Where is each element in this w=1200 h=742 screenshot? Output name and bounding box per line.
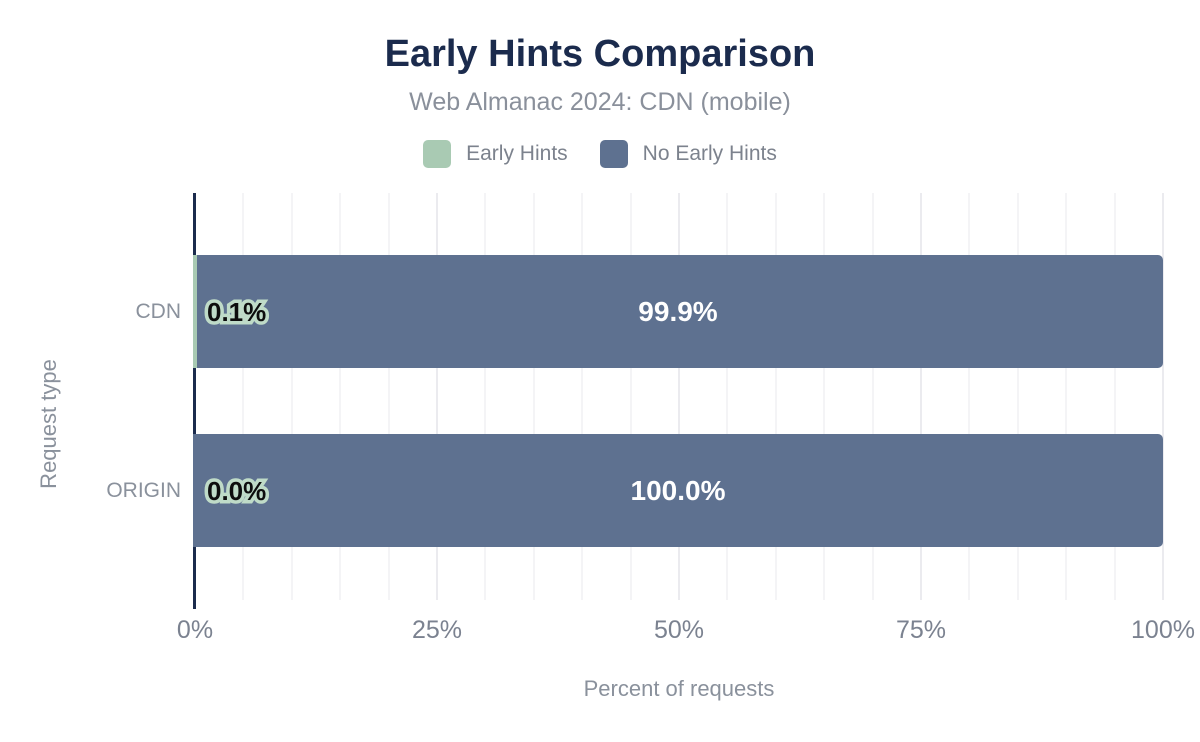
x-axis-ticks: 0% 25% 50% 75% 100% [177,616,1195,646]
gridline-minor [1016,193,1019,600]
gridline-minor [823,193,826,600]
bar-row-origin: 0.0% 0.0% 100.0% ORIGIN [106,434,1163,547]
x-tick-label: 100% [1131,616,1195,644]
gridline-minor [871,193,874,600]
gridline-major [920,193,922,600]
legend-label: Early Hints [466,142,568,165]
gridline-minor [774,193,777,600]
legend-item: Early Hints [423,140,568,168]
legend-item: No Early Hints [599,140,777,168]
chart-subtitle: Web Almanac 2024: CDN (mobile) [409,88,791,116]
gridline-major [678,193,680,600]
legend-swatch [599,140,628,168]
bar-segment-no-early-hints[interactable] [193,434,1163,547]
y-axis-title: Request type [36,359,61,489]
gridline-minor [968,193,971,600]
gridline-minor [726,193,729,600]
bar-value-label-text: 0.0% [207,475,267,506]
x-tick-label: 0% [176,616,214,644]
gridline-minor [581,193,584,600]
gridline-minor [290,193,293,600]
category-label-cdn: CDN [135,299,182,323]
bar-row-cdn: 0.1% 0.1% 99.9% CDN [136,255,1163,368]
gridline-minor [242,193,245,600]
gridline-major [436,193,438,600]
x-tick-label: 50% [653,616,705,644]
gridline-minor [1113,193,1116,600]
bar-segment-early-hints[interactable] [193,255,197,368]
legend-label: No Early Hints [642,142,777,165]
gridline-major [1162,193,1164,600]
bar-value-label-early-hints: 0.1% 0.1% [203,295,269,328]
bar-value-label-no-early-hints: 100.0% [630,474,726,506]
y-axis-line [193,193,196,609]
gridline-minor [484,193,487,600]
gridline-minor [339,193,342,600]
bar-value-label-early-hints: 0.0% 0.0% [203,474,269,507]
bar-value-label-no-early-hints: 99.9% [638,295,718,327]
chart-title: Early Hints Comparison [384,33,816,75]
gridline-minor [629,193,632,600]
gridline-minor [532,193,535,600]
gridline-minor [387,193,390,600]
bar-value-label-halo: 0.0% [203,474,269,507]
x-axis-title: Percent of requests [583,676,775,701]
category-label-origin: ORIGIN [106,478,181,502]
x-tick-label: 25% [411,616,463,644]
x-tick-label: 75% [895,616,947,644]
legend-swatch [423,140,452,168]
plot-area: 0% 25% 50% 75% 100% 0.1% 0.1% 99.9% CDN 0.0% 0.0%… [106,193,1195,644]
bar-value-label-halo: 0.1% [203,295,269,328]
gridline-minor [1065,193,1068,600]
legend: Early Hints No Early Hints [0,140,1200,168]
bar-segment-no-early-hints[interactable] [197,255,1163,368]
bar-value-label-text: 0.1% [207,296,267,327]
